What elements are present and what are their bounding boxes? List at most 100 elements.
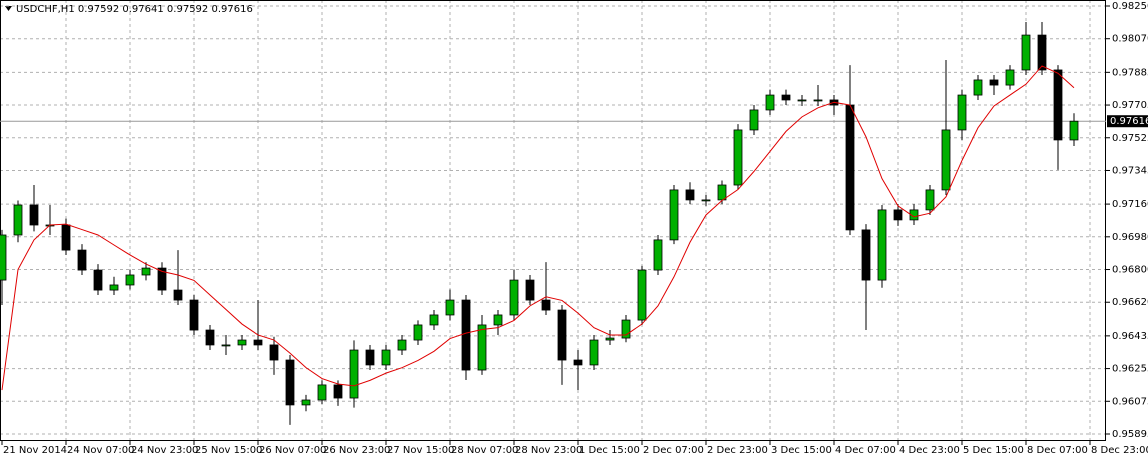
candle-body [1005, 69, 1015, 86]
candle-body [365, 349, 375, 366]
candle-body [221, 344, 231, 347]
candle-body [1069, 120, 1079, 141]
candle-body [1053, 69, 1063, 141]
candle-body [781, 94, 791, 101]
candle-body [813, 99, 823, 102]
candle-body [797, 99, 807, 102]
y-tick-label: 0.97885 [1112, 67, 1148, 78]
candle-body [477, 324, 487, 371]
x-tick-label: 5 Dec 15:00 [963, 445, 1024, 456]
x-tick-label: 24 Nov 07:00 [67, 445, 134, 456]
candle-body [925, 189, 935, 211]
candle-body [589, 339, 599, 366]
candle-body [77, 249, 87, 271]
candle-body [157, 267, 167, 291]
x-tick-label: 3 Dec 15:00 [771, 445, 832, 456]
candle-body [429, 314, 439, 326]
x-tick-label: 26 Nov 07:00 [259, 445, 326, 456]
candle-body [765, 94, 775, 111]
candle-body [381, 349, 391, 366]
candle-body [717, 184, 727, 201]
candle-body [749, 109, 759, 131]
candle-body [317, 384, 327, 401]
x-tick-label: 21 Nov 2014 [3, 445, 67, 456]
candle-body [109, 284, 119, 291]
candle-body [733, 129, 743, 186]
price-label-bg [1107, 115, 1148, 128]
y-tick-label: 0.97705 [1112, 100, 1148, 111]
candle-body [141, 267, 151, 276]
candle-body [61, 224, 71, 251]
candle-body [189, 299, 199, 331]
x-tick-label: 4 Dec 23:00 [899, 445, 960, 456]
candle-body [701, 199, 711, 202]
y-tick-label: 0.95895 [1112, 429, 1148, 440]
y-tick-label: 0.97525 [1112, 133, 1148, 144]
candle-body [637, 269, 647, 321]
candle-body [877, 209, 887, 281]
candle-body [509, 279, 519, 316]
candle-body [653, 239, 663, 271]
x-tick-label: 28 Nov 23:00 [515, 445, 582, 456]
y-tick-label: 0.97345 [1112, 165, 1148, 176]
menu-icon[interactable] [5, 6, 12, 11]
candle-body [349, 349, 359, 399]
candle-body [1037, 34, 1047, 71]
candle-body [973, 79, 983, 96]
y-tick-label: 0.96075 [1112, 396, 1148, 407]
chart-title: USDCHF,H1 0.97592 0.97641 0.97592 0.9761… [16, 4, 253, 15]
candle-body [333, 384, 343, 399]
y-tick-label: 0.96435 [1112, 331, 1148, 342]
moving-average [1, 65, 1075, 391]
candle-body [205, 329, 215, 346]
candle-body [397, 339, 407, 351]
candle-body [669, 189, 679, 241]
candle-body [685, 189, 695, 201]
x-tick-label: 4 Dec 07:00 [835, 445, 896, 456]
candle-body [845, 104, 855, 231]
x-tick-label: 28 Nov 07:00 [451, 445, 518, 456]
candle-body [941, 129, 951, 191]
candle-body [621, 319, 631, 339]
x-tick-label: 24 Nov 23:00 [131, 445, 198, 456]
candle-body [541, 299, 551, 311]
candle-body [957, 94, 967, 131]
candle-body [93, 269, 103, 291]
candle-body [29, 204, 39, 226]
x-tick-label: 1 Dec 15:00 [579, 445, 640, 456]
x-tick-label: 25 Nov 15:00 [195, 445, 262, 456]
candle-body [173, 289, 183, 301]
candle-body [301, 399, 311, 406]
x-tick-label: 2 Dec 07:00 [643, 445, 704, 456]
plot-frame [0, 0, 1106, 441]
candle-body [445, 299, 455, 316]
candle-body [573, 359, 583, 366]
candle-body [0, 234, 7, 281]
x-tick-label: 26 Nov 23:00 [323, 445, 390, 456]
candle-body [909, 209, 919, 221]
candle-body [861, 229, 871, 281]
candle-body [605, 337, 615, 341]
candle-body [557, 309, 567, 361]
candle-body [989, 79, 999, 86]
candle-body [493, 314, 503, 326]
candle-body [125, 274, 135, 286]
candle-body [269, 344, 279, 361]
x-tick-label: 8 Dec 07:00 [1027, 445, 1088, 456]
price-label: 0.97616 [1110, 116, 1148, 127]
candle-body [237, 339, 247, 346]
candle-body [893, 209, 903, 221]
x-tick-label: 8 Dec 23:00 [1091, 445, 1148, 456]
candle-body [1021, 34, 1031, 71]
y-tick-label: 0.96255 [1112, 364, 1148, 375]
x-tick-label: 27 Nov 15:00 [387, 445, 454, 456]
candle-body [253, 339, 263, 346]
